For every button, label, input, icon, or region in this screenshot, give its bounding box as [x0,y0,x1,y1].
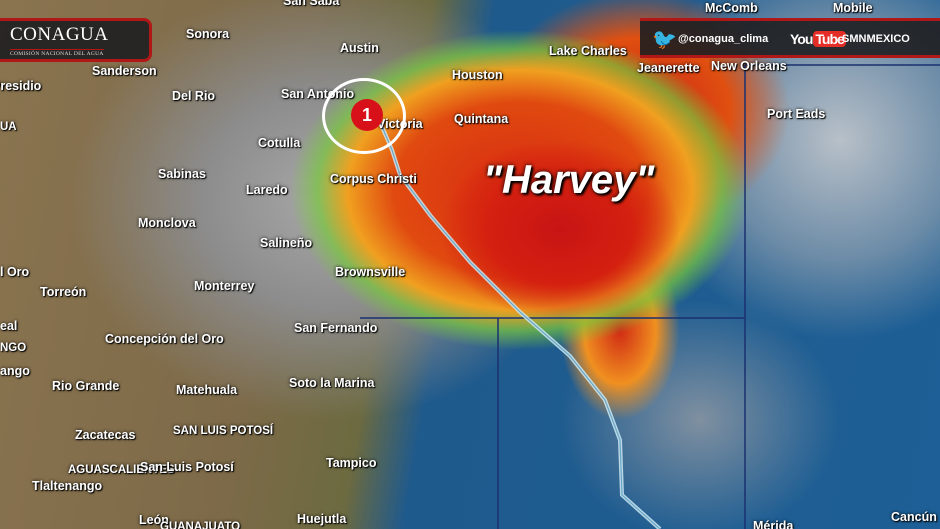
city-label: New Orleans [711,59,787,73]
city-label: Laredo [246,183,288,197]
twitter-handle: @conagua_clima [678,33,769,45]
city-label: Sanderson [92,64,157,78]
city-label: San Luis Potosí [140,460,234,474]
city-label: León [139,513,169,527]
city-label: Port Eads [767,107,826,121]
city-label: Mérida [753,519,794,529]
city-label: Tlaltenango [32,479,103,493]
city-label: Sabinas [158,167,206,181]
logo-name: CONAGUA [10,24,109,45]
city-label: Concepción del Oro [105,332,224,346]
city-label: Torreón [40,285,87,299]
city-label: Soto la Marina [289,376,375,390]
city-label: Corpus Christi [330,172,417,186]
city-label: eal [0,319,18,333]
city-label: Rio Grande [52,379,120,393]
state-label: AGUASCALIENTES [68,464,175,476]
state-label: NGO [0,342,27,354]
city-label: Brownsville [335,265,406,279]
city-label: Cancún [891,510,937,524]
city-label: Houston [452,68,503,82]
city-label: Monclova [138,216,196,230]
city-label: ango [0,364,30,378]
city-label: Del Rio [172,89,216,103]
city-label: San Fernando [294,321,378,335]
youtube-tube: Tube [813,31,846,47]
state-label: SAN LUIS POTOSÍ [173,425,274,437]
logo-subtitle: COMISIÓN NACIONAL DEL AGUA [10,49,104,57]
city-label: Jeanerette [637,61,700,75]
city-label: Austin [340,41,379,55]
city-label: Salineño [260,236,313,250]
state-label: GUANAJUATO [160,521,241,529]
city-label: Zacatecas [75,428,136,442]
city-label: Monterrey [194,279,255,293]
storm-position-circle: 1 [322,78,406,154]
city-label: l Oro [0,265,30,279]
city-label: Huejutla [297,512,347,526]
youtube-you: You [790,31,813,47]
city-label: Presidio [0,79,42,93]
city-label: McComb [705,1,758,15]
city-label: Tampico [326,456,377,470]
storm-name: "Harvey" [483,158,655,202]
storm-category: 1 [361,105,372,125]
city-label: Sonora [186,27,230,41]
city-label: San Saba [283,0,340,8]
social-banner: 🐦 @conagua_clima You Tube SMNMEXICO [640,18,940,58]
twitter-bird-icon: 🐦 [652,29,677,51]
city-label: Quintana [454,112,509,126]
city-label: Mobile [833,1,873,15]
city-label: Lake Charles [549,44,627,58]
conagua-logo: CONAGUA COMISIÓN NACIONAL DEL AGUA [0,18,152,62]
youtube-logo-icon: You Tube [790,31,846,47]
youtube-channel: SMNMEXICO [842,33,910,45]
state-label: UA [0,121,17,133]
city-label: Matehuala [176,383,238,397]
city-label: Cotulla [258,136,301,150]
hurricane-icon: 1 [351,99,383,131]
